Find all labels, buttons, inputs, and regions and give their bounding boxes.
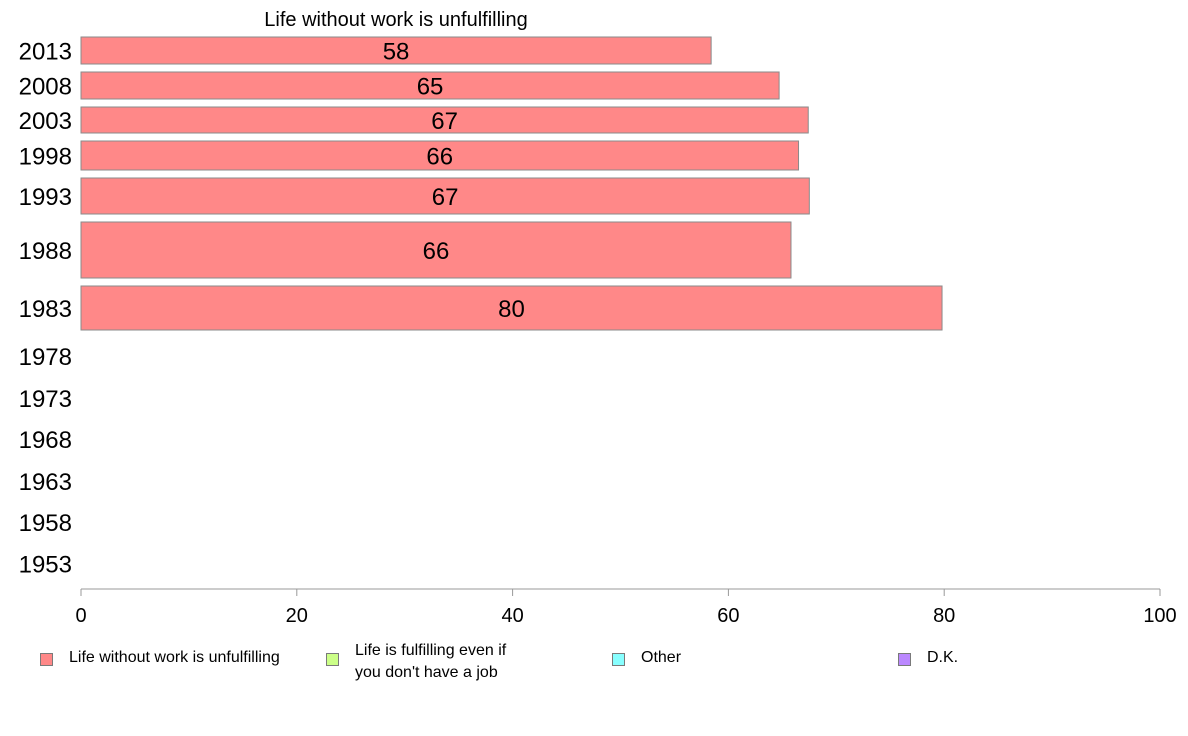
y-tick-label: 1998 <box>19 144 72 171</box>
x-tick-label: 60 <box>717 605 739 627</box>
x-tick-label: 0 <box>75 605 86 627</box>
y-tick-label: 1968 <box>19 427 72 454</box>
legend-swatch <box>898 653 911 666</box>
data-label: 66 <box>423 238 450 265</box>
bar <box>80 36 712 65</box>
legend-label: Life is fulfilling even if you don't hav… <box>355 642 507 681</box>
x-tick-label: 20 <box>286 605 308 627</box>
bar <box>80 140 800 171</box>
legend-item: D.K. <box>898 640 958 669</box>
data-label: 65 <box>417 74 444 101</box>
legend-item: Other <box>612 640 681 669</box>
legend-label: D.K. <box>927 649 959 666</box>
data-label: 67 <box>431 108 458 135</box>
legend-item: Life is fulfilling even if you don't hav… <box>326 640 506 684</box>
bar <box>80 285 943 331</box>
chart-title: Life without work is unfulfilling <box>264 9 527 31</box>
legend-item: Life without work is unfulfilling <box>40 640 280 669</box>
y-tick-label: 1958 <box>19 510 72 537</box>
bar <box>80 71 780 100</box>
y-tick-label: 1953 <box>19 552 72 579</box>
y-tick-label: 1988 <box>19 238 72 265</box>
x-tick-label: 40 <box>501 605 523 627</box>
x-tick-label: 80 <box>933 605 955 627</box>
y-tick-label: 1978 <box>19 344 72 371</box>
y-tick-label: 1963 <box>19 469 72 496</box>
data-label: 58 <box>383 39 410 66</box>
y-tick-label: 1983 <box>19 296 72 323</box>
y-tick-label: 1993 <box>19 184 72 211</box>
chart-area: Life without work is unfulfilling 2013 58 2… <box>19 9 1177 627</box>
bar <box>80 221 792 279</box>
legend-swatch <box>612 653 625 666</box>
y-tick-label: 2003 <box>19 108 72 135</box>
data-label: 66 <box>426 144 453 171</box>
data-label: 67 <box>432 184 459 211</box>
bar <box>80 177 810 215</box>
x-tick-label: 100 <box>1143 605 1176 627</box>
legend-swatch <box>326 653 339 666</box>
y-tick-label: 2008 <box>19 74 72 101</box>
legend-label: Other <box>641 649 682 666</box>
legend: Life without work is unfulfilling Life i… <box>0 640 1188 700</box>
data-label: 80 <box>498 296 525 323</box>
bar <box>80 106 809 134</box>
legend-swatch <box>40 653 53 666</box>
y-tick-label: 2013 <box>19 39 72 66</box>
legend-label: Life without work is unfulfilling <box>69 649 280 666</box>
y-tick-label: 1973 <box>19 386 72 413</box>
